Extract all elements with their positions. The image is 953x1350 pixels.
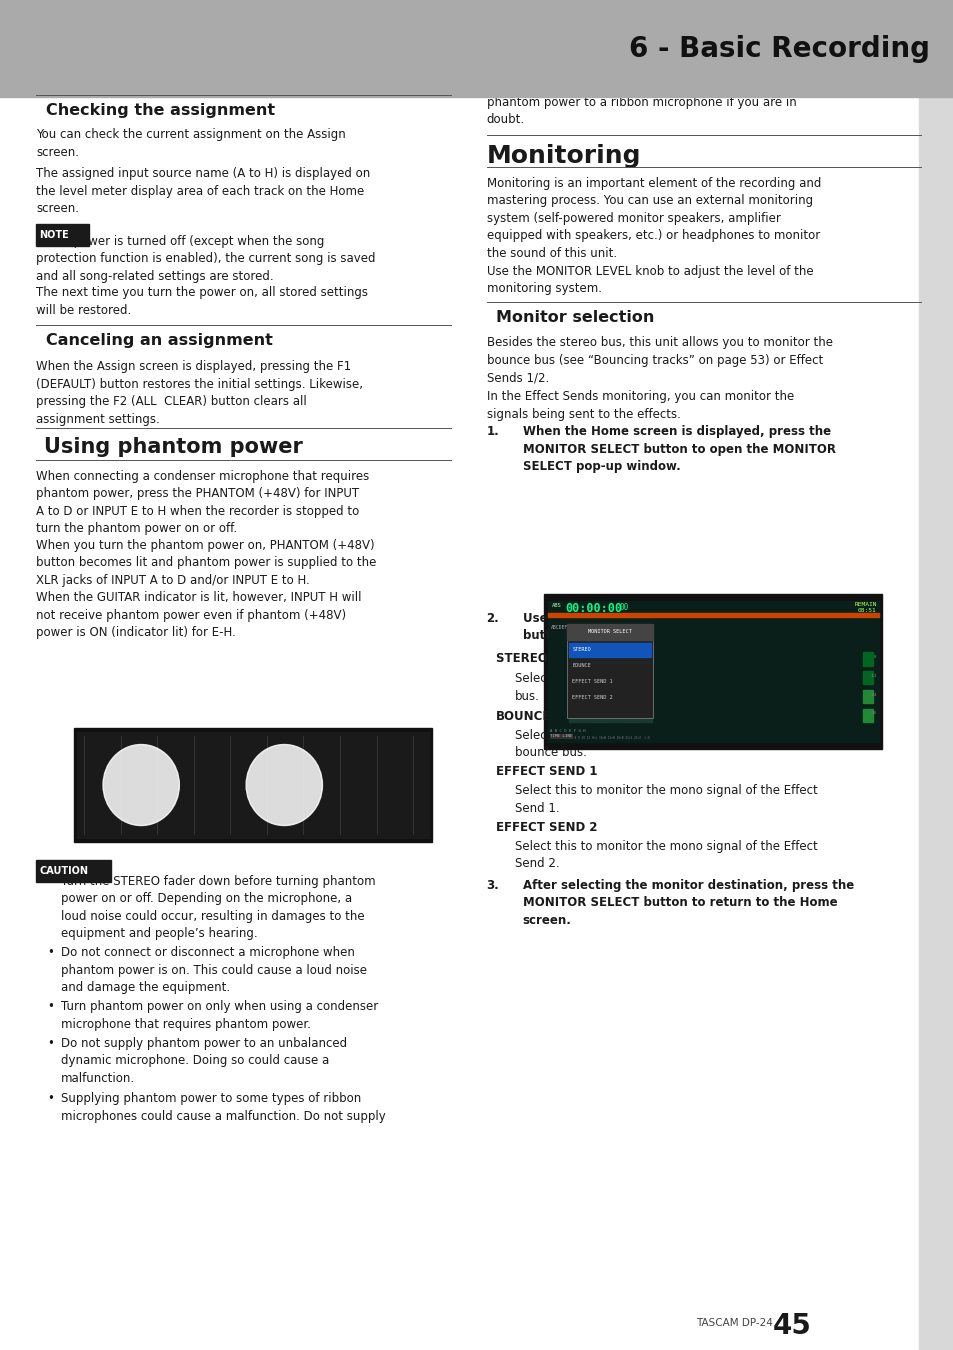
Text: Using phantom power: Using phantom power bbox=[44, 437, 302, 458]
Text: BOUNCE: BOUNCE bbox=[496, 710, 551, 724]
Text: 00: 00 bbox=[618, 603, 628, 613]
Text: A B C D E F G H: A B C D E F G H bbox=[550, 729, 585, 733]
Bar bbox=[862, 709, 872, 722]
Text: Do not connect or disconnect a microphone when
phantom power is on. This could c: Do not connect or disconnect a microphon… bbox=[61, 946, 367, 995]
Bar bbox=[74, 728, 432, 842]
Text: 2.: 2. bbox=[486, 612, 498, 625]
Ellipse shape bbox=[103, 745, 179, 825]
Text: You can check the current assignment on the Assign
screen.: You can check the current assignment on … bbox=[36, 128, 346, 159]
Text: Canceling an assignment: Canceling an assignment bbox=[46, 333, 273, 348]
Bar bbox=[547, 613, 878, 617]
Text: Do not supply phantom power to an unbalanced
dynamic microphone. Doing so could : Do not supply phantom power to an unbala… bbox=[61, 1037, 347, 1085]
Text: EFFECT SEND 2: EFFECT SEND 2 bbox=[496, 821, 597, 834]
Bar bbox=[862, 652, 872, 666]
Text: When the GUITAR indicator is lit, however, INPUT H will
not receive phantom powe: When the GUITAR indicator is lit, howeve… bbox=[36, 591, 361, 640]
Text: When connecting a condenser microphone that requires
phantom power, press the PH: When connecting a condenser microphone t… bbox=[36, 470, 369, 536]
Bar bbox=[862, 671, 872, 684]
Text: Select this to monitor the mono signal of the Effect
Send 1.: Select this to monitor the mono signal o… bbox=[515, 784, 817, 815]
Text: CAUTION: CAUTION bbox=[39, 865, 88, 876]
Bar bbox=[610, 648, 619, 722]
Text: When you turn the phantom power on, PHANTOM (+48V)
button becomes lit and phanto: When you turn the phantom power on, PHAN… bbox=[36, 539, 376, 587]
Text: BOUNCE: BOUNCE bbox=[572, 663, 591, 668]
Text: The assigned input source name (A to H) is displayed on
the level meter display : The assigned input source name (A to H) … bbox=[36, 167, 370, 216]
Text: TASCAM DP-24: TASCAM DP-24 bbox=[696, 1318, 773, 1328]
Text: Monitor selection: Monitor selection bbox=[496, 310, 654, 325]
Text: -24: -24 bbox=[868, 693, 876, 697]
Text: Supplying phantom power to some types of ribbon
microphones could cause a malfun: Supplying phantom power to some types of… bbox=[61, 1092, 385, 1123]
Bar bbox=[543, 594, 882, 749]
Text: REMAIN
08:51: REMAIN 08:51 bbox=[853, 602, 876, 613]
Bar bbox=[862, 690, 872, 703]
Text: STEREO (default): STEREO (default) bbox=[496, 652, 610, 666]
Text: Select this to monitor the stereo signal of the stereo
bus.: Select this to monitor the stereo signal… bbox=[515, 672, 824, 703]
Text: Besides the stereo bus, this unit allows you to monitor the
bounce bus (see “Bou: Besides the stereo bus, this unit allows… bbox=[486, 336, 832, 385]
Bar bbox=[568, 643, 650, 657]
Text: Use the MONITOR LEVEL knob to adjust the level of the
monitoring system.: Use the MONITOR LEVEL knob to adjust the… bbox=[486, 265, 812, 296]
Text: Monitoring: Monitoring bbox=[486, 144, 640, 169]
Ellipse shape bbox=[246, 745, 322, 825]
Text: 1.: 1. bbox=[486, 425, 498, 439]
Bar bbox=[641, 648, 651, 722]
Text: STEREO: STEREO bbox=[572, 647, 591, 652]
Bar bbox=[589, 648, 598, 722]
Bar bbox=[77, 732, 429, 838]
Text: phantom power to a ribbon microphone if you are in
doubt.: phantom power to a ribbon microphone if … bbox=[486, 96, 796, 127]
Bar bbox=[36, 860, 111, 882]
Text: EFFECT SEND 2: EFFECT SEND 2 bbox=[572, 695, 613, 701]
Text: ABCDEFG: ABCDEFG bbox=[550, 625, 570, 630]
Text: When power is turned off (except when the song
protection function is enabled), : When power is turned off (except when th… bbox=[36, 235, 375, 284]
Text: 0: 0 bbox=[873, 655, 876, 659]
Bar bbox=[566, 624, 652, 718]
Text: •: • bbox=[48, 1092, 54, 1106]
Text: Select this to monitor the mono signal of the Effect
Send 2.: Select this to monitor the mono signal o… bbox=[515, 840, 817, 871]
Text: MONITOR SELECT: MONITOR SELECT bbox=[587, 629, 631, 634]
Bar bbox=[0, 0, 953, 97]
Text: In the Effect Sends monitoring, you can monitor the
signals being sent to the ef: In the Effect Sends monitoring, you can … bbox=[486, 390, 793, 421]
Text: EFFECT SEND 1: EFFECT SEND 1 bbox=[496, 765, 597, 779]
Bar bbox=[599, 648, 609, 722]
Bar bbox=[36, 224, 89, 246]
Text: 1 2 3 4 5 6 7 8 9 10 12 0+L 16+B 12+B 16+B 21+2 21+2  L:8: 1 2 3 4 5 6 7 8 9 10 12 0+L 16+B 12+B 16… bbox=[550, 736, 650, 740]
Text: 45: 45 bbox=[772, 1312, 811, 1339]
Text: 00:00:00: 00:00:00 bbox=[564, 602, 621, 616]
Text: •: • bbox=[48, 875, 54, 888]
Bar bbox=[918, 97, 953, 1350]
Bar bbox=[568, 648, 578, 722]
Text: NOTE: NOTE bbox=[39, 230, 69, 240]
Text: •: • bbox=[48, 1037, 54, 1050]
Text: After selecting the monitor destination, press the
MONITOR SELECT button to retu: After selecting the monitor destination,… bbox=[522, 879, 853, 927]
Text: Checking the assignment: Checking the assignment bbox=[46, 103, 274, 117]
Text: 3.: 3. bbox=[486, 879, 498, 892]
Text: Use the JOG/DATA dial or the CURSOR (▲/▼)
buttons to select the monitor destinat: Use the JOG/DATA dial or the CURSOR (▲/▼… bbox=[522, 612, 808, 643]
Bar bbox=[620, 648, 630, 722]
Bar bbox=[578, 648, 588, 722]
Text: 6 - Basic Recording: 6 - Basic Recording bbox=[628, 35, 929, 62]
Text: Turn phantom power on only when using a condenser
microphone that requires phant: Turn phantom power on only when using a … bbox=[61, 1000, 378, 1031]
Bar bbox=[547, 601, 878, 742]
Text: •: • bbox=[48, 946, 54, 960]
Text: -12: -12 bbox=[868, 674, 876, 678]
Bar bbox=[566, 624, 652, 640]
Text: EFFECT SEND 1: EFFECT SEND 1 bbox=[572, 679, 613, 684]
Bar bbox=[631, 648, 640, 722]
Text: TIME LINE: TIME LINE bbox=[550, 734, 573, 738]
Text: When the Assign screen is displayed, pressing the F1
(DEFAULT) button restores t: When the Assign screen is displayed, pre… bbox=[36, 360, 363, 427]
Text: ABS: ABS bbox=[551, 603, 560, 609]
Text: When the Home screen is displayed, press the
MONITOR SELECT button to open the M: When the Home screen is displayed, press… bbox=[522, 425, 835, 474]
Text: •: • bbox=[48, 1000, 54, 1014]
Text: Turn the STEREO fader down before turning phantom
power on or off. Depending on : Turn the STEREO fader down before turnin… bbox=[61, 875, 375, 941]
Text: -36: -36 bbox=[868, 711, 876, 716]
Text: Monitoring is an important element of the recording and
mastering process. You c: Monitoring is an important element of th… bbox=[486, 177, 820, 259]
Text: The next time you turn the power on, all stored settings
will be restored.: The next time you turn the power on, all… bbox=[36, 286, 368, 317]
Text: Select this to monitor the stereo signal of the
bounce bus.: Select this to monitor the stereo signal… bbox=[515, 729, 783, 760]
